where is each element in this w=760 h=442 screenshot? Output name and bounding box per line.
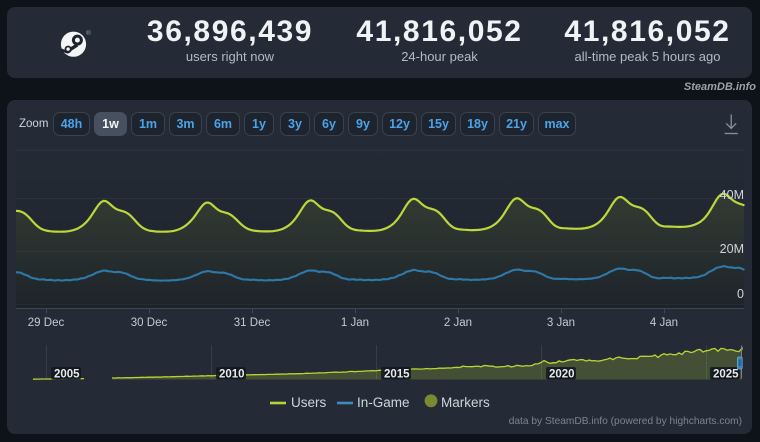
svg-text:0: 0 — [737, 287, 744, 301]
svg-text:2020: 2020 — [549, 369, 575, 381]
svg-text:2005: 2005 — [54, 369, 80, 381]
svg-text:2010: 2010 — [219, 369, 245, 381]
svg-text:2025: 2025 — [713, 369, 739, 381]
svg-text:1 Jan: 1 Jan — [341, 317, 369, 329]
svg-text:2015: 2015 — [384, 369, 410, 381]
svg-text:2 Jan: 2 Jan — [444, 317, 472, 329]
svg-text:4 Jan: 4 Jan — [650, 317, 678, 329]
svg-text:30 Dec: 30 Dec — [131, 317, 168, 329]
svg-text:40M: 40M — [720, 188, 744, 202]
svg-text:®: ® — [86, 29, 91, 37]
svg-text:29 Dec: 29 Dec — [28, 317, 65, 329]
svg-text:20M: 20M — [720, 242, 744, 256]
svg-text:3 Jan: 3 Jan — [547, 317, 575, 329]
svg-text:31 Dec: 31 Dec — [234, 317, 271, 329]
